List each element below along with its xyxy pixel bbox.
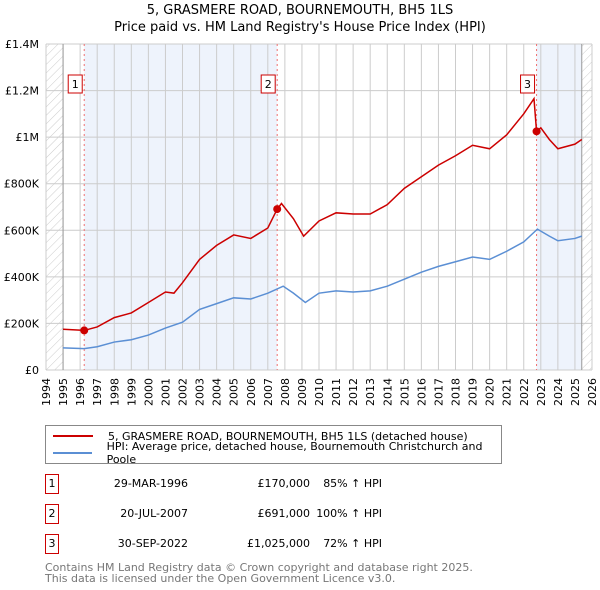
sale-label-number: 1 — [72, 78, 79, 91]
y-tick-label: £1.4M — [5, 38, 39, 51]
x-tick-label: 2026 — [586, 378, 599, 406]
sale-price: £691,000 — [257, 507, 311, 520]
x-tick-label: 2018 — [450, 378, 463, 406]
x-tick-label: 2012 — [347, 378, 360, 406]
x-tick-label: 2014 — [381, 378, 394, 406]
x-tick-label: 2022 — [518, 378, 531, 406]
x-tick-label: 2000 — [142, 378, 155, 406]
x-tick-label: 2008 — [279, 378, 292, 406]
x-tick-label: 2013 — [364, 378, 377, 406]
property-price-line — [63, 96, 583, 332]
sale-date: 20-JUL-2007 — [120, 507, 188, 520]
x-tick-label: 1995 — [57, 378, 70, 406]
x-tick-label: 2004 — [211, 378, 224, 406]
x-tick-label: 2010 — [313, 378, 326, 406]
x-tick-label: 2024 — [552, 378, 565, 406]
x-tick-label: 2020 — [484, 378, 497, 406]
shaded-ownership-1 — [84, 44, 278, 370]
x-tick-label: 1996 — [74, 378, 87, 406]
footer-licence: This data is licensed under the Open Gov… — [45, 572, 396, 585]
sale-hpi: 85% ↑ HPI — [323, 477, 382, 490]
y-tick-label: £200K — [4, 317, 40, 330]
legend: 5, GRASMERE ROAD, BOURNEMOUTH, BH5 1LS (… — [45, 425, 502, 466]
x-tick-label: 2009 — [296, 378, 309, 406]
sale-label-box — [67, 74, 83, 94]
sale-point — [532, 127, 541, 136]
y-tick-label: £400K — [4, 271, 40, 284]
sale-row: 1 29-MAR-1996 £170,000 85% ↑ HPI — [45, 474, 445, 494]
x-tick-label: 1997 — [91, 378, 104, 406]
x-tick-label: 2016 — [415, 378, 428, 406]
x-tick-label: 2001 — [159, 378, 172, 406]
x-tick-label: 2017 — [432, 378, 445, 406]
sale-label-number: 3 — [524, 78, 531, 91]
x-tick-label: 1994 — [40, 378, 53, 406]
sale-row: 2 20-JUL-2007 £691,000 100% ↑ HPI — [45, 504, 445, 524]
sale-point — [273, 205, 282, 214]
legend-swatch-hpi — [53, 452, 92, 454]
y-tick-label: £800K — [4, 178, 40, 191]
hatch-no-data-right — [581, 44, 592, 370]
y-tick-label: £1.2M — [5, 85, 39, 98]
x-tick-label: 2015 — [398, 378, 411, 406]
x-tick-label: 2006 — [245, 378, 258, 406]
sale-row: 3 30-SEP-2022 £1,025,000 72% ↑ HPI — [45, 534, 445, 554]
legend-swatch-property — [53, 435, 93, 437]
x-tick-label: 2007 — [262, 378, 275, 406]
x-tick-label: 1999 — [125, 378, 138, 406]
hpi-line — [63, 228, 583, 350]
y-tick-label: £600K — [4, 224, 40, 237]
x-tick-label: 2003 — [194, 378, 207, 406]
sale-label-number: 2 — [265, 78, 272, 91]
chart-subtitle: Price paid vs. HM Land Registry's House … — [114, 20, 486, 35]
sale-point — [80, 326, 89, 335]
x-tick-label: 2021 — [501, 378, 514, 406]
sale-label-box — [260, 74, 276, 94]
chart-title: 5, GRASMERE ROAD, BOURNEMOUTH, BH5 1LS — [146, 3, 454, 18]
plot-area: 1994 1995 1996 1997 1998 1999 2000 2001 2002 2003… — [4, 38, 599, 406]
x-tick-label: 2019 — [467, 378, 480, 406]
sale-marker-label: 3 — [45, 534, 59, 554]
footer-copyright: Contains HM Land Registry data © Crown c… — [45, 561, 473, 574]
y-tick-label: £1M — [16, 131, 40, 144]
sale-label-box — [520, 74, 536, 94]
x-tick-label: 1998 — [108, 378, 121, 406]
x-tick-label: 2005 — [228, 378, 241, 406]
sale-marker-label: 2 — [45, 504, 59, 524]
sale-date: 29-MAR-1996 — [113, 477, 188, 490]
hatch-no-data-left — [46, 44, 64, 370]
sale-price: £1,025,000 — [247, 537, 310, 550]
x-tick-label: 2011 — [330, 378, 343, 406]
x-tick-label: 2002 — [177, 378, 190, 406]
x-tick-label: 2023 — [535, 378, 548, 406]
y-tick-label: £0 — [25, 364, 39, 377]
sale-hpi: 72% ↑ HPI — [323, 537, 382, 550]
x-tick-label: 2025 — [569, 378, 582, 406]
legend-label-hpi: HPI: Average price, detached house, Bour… — [106, 440, 483, 466]
sale-price: £170,000 — [257, 477, 311, 490]
sale-marker-label: 1 — [45, 474, 59, 494]
sale-hpi: 100% ↑ HPI — [316, 507, 382, 520]
shaded-ownership-3 — [536, 44, 582, 370]
legend-label-property: 5, GRASMERE ROAD, BOURNEMOUTH, BH5 1LS (… — [108, 429, 468, 443]
sale-date: 30-SEP-2022 — [117, 537, 188, 550]
